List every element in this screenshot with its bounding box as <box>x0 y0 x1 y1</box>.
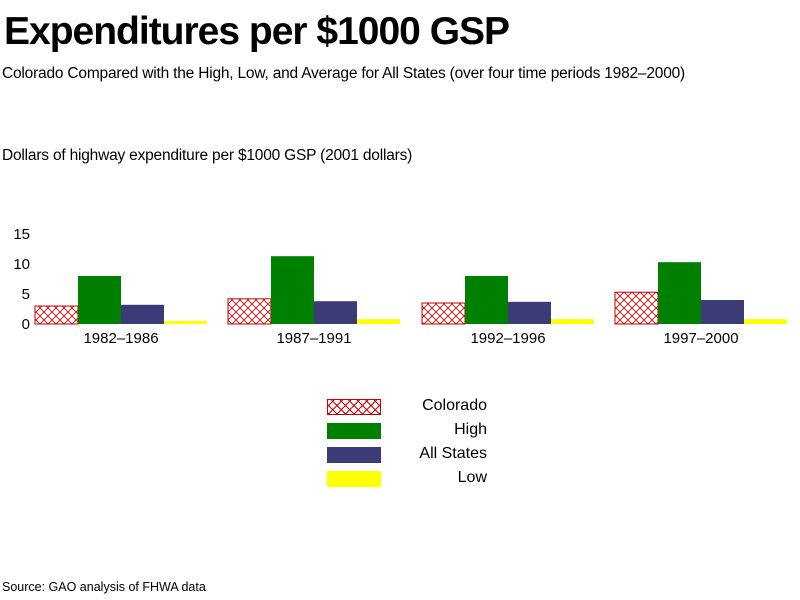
legend-label-low: Low <box>457 469 487 486</box>
chart-legend: Colorado High All States Low <box>327 397 487 493</box>
bar-colorado-3 <box>421 302 466 325</box>
legend-label-high: High <box>454 421 487 438</box>
legend-item-colorado: Colorado <box>327 397 487 421</box>
bar-high-2 <box>271 256 314 324</box>
legend-swatch-all-states <box>327 447 381 463</box>
bar-low-2 <box>357 319 400 324</box>
x-category-label: 1987–1991 <box>276 330 351 347</box>
bar-low-3 <box>551 319 594 324</box>
legend-label-colorado: Colorado <box>422 397 487 414</box>
bar-high-1 <box>78 276 121 324</box>
y-tick-label: 0 <box>22 316 30 333</box>
bar-low-4 <box>744 319 787 324</box>
bar-colorado-1 <box>34 305 79 325</box>
chart-subtitle: Colorado Compared with the High, Low, an… <box>2 65 685 82</box>
y-tick-label: 5 <box>22 286 30 303</box>
legend-swatch-colorado <box>327 399 381 415</box>
bar-chart: 0 5 10 15 1982–1986 1987–1991 1992–1996 1997–2… <box>13 226 787 347</box>
legend-item-high: High <box>327 421 487 445</box>
legend-swatch-high <box>327 423 381 439</box>
bar-all_states-4 <box>701 300 744 324</box>
y-tick-label: 10 <box>13 256 30 273</box>
source-note: Source: GAO analysis of FHWA data <box>2 580 206 594</box>
y-tick-label: 15 <box>13 226 30 243</box>
x-category-label: 1992–1996 <box>470 330 545 347</box>
legend-swatch-low <box>327 471 381 487</box>
y-axis-label: Dollars of highway expenditure per $1000… <box>2 147 413 164</box>
legend-item-low: Low <box>327 469 487 493</box>
bar-high-4 <box>658 262 701 324</box>
legend-label-all-states: All States <box>419 445 487 462</box>
bar-low-1 <box>164 321 207 324</box>
x-category-label: 1982–1986 <box>83 330 158 347</box>
bar-high-3 <box>465 276 508 324</box>
bar-all_states-2 <box>314 301 357 324</box>
page-title: Expenditures per $1000 GSP <box>4 10 510 53</box>
bar-colorado-4 <box>614 291 659 325</box>
bar-all_states-3 <box>508 301 551 324</box>
bar-all_states-1 <box>121 304 164 324</box>
x-category-label: 1997–2000 <box>663 330 738 347</box>
bar-colorado-2 <box>227 298 272 325</box>
legend-item-all-states: All States <box>327 445 487 469</box>
